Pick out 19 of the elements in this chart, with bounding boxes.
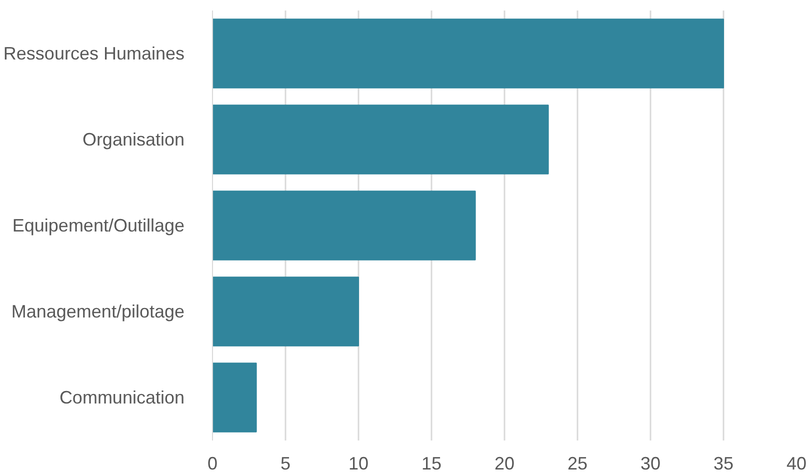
x-tick-label: 5 bbox=[280, 454, 291, 472]
bar bbox=[212, 190, 476, 260]
x-tick-label: 10 bbox=[348, 454, 369, 472]
x-tick-label: 30 bbox=[640, 454, 661, 472]
bar bbox=[212, 362, 257, 432]
bar bbox=[212, 18, 724, 88]
x-tick-label: 25 bbox=[567, 454, 588, 472]
y-tick-label: Management/pilotage bbox=[11, 302, 185, 322]
y-tick-label: Communication bbox=[59, 388, 185, 408]
x-tick-label: 20 bbox=[494, 454, 515, 472]
bar bbox=[212, 104, 549, 174]
y-tick-label: Organisation bbox=[82, 130, 185, 150]
x-tick-label: 40 bbox=[786, 454, 807, 472]
x-tick-label: 35 bbox=[713, 454, 734, 472]
bar bbox=[212, 276, 359, 346]
y-tick-label: Ressources Humaines bbox=[3, 44, 185, 64]
x-tick-label: 15 bbox=[421, 454, 442, 472]
x-tick-label: 0 bbox=[207, 454, 218, 472]
y-tick-label: Equipement/Outillage bbox=[12, 216, 184, 236]
